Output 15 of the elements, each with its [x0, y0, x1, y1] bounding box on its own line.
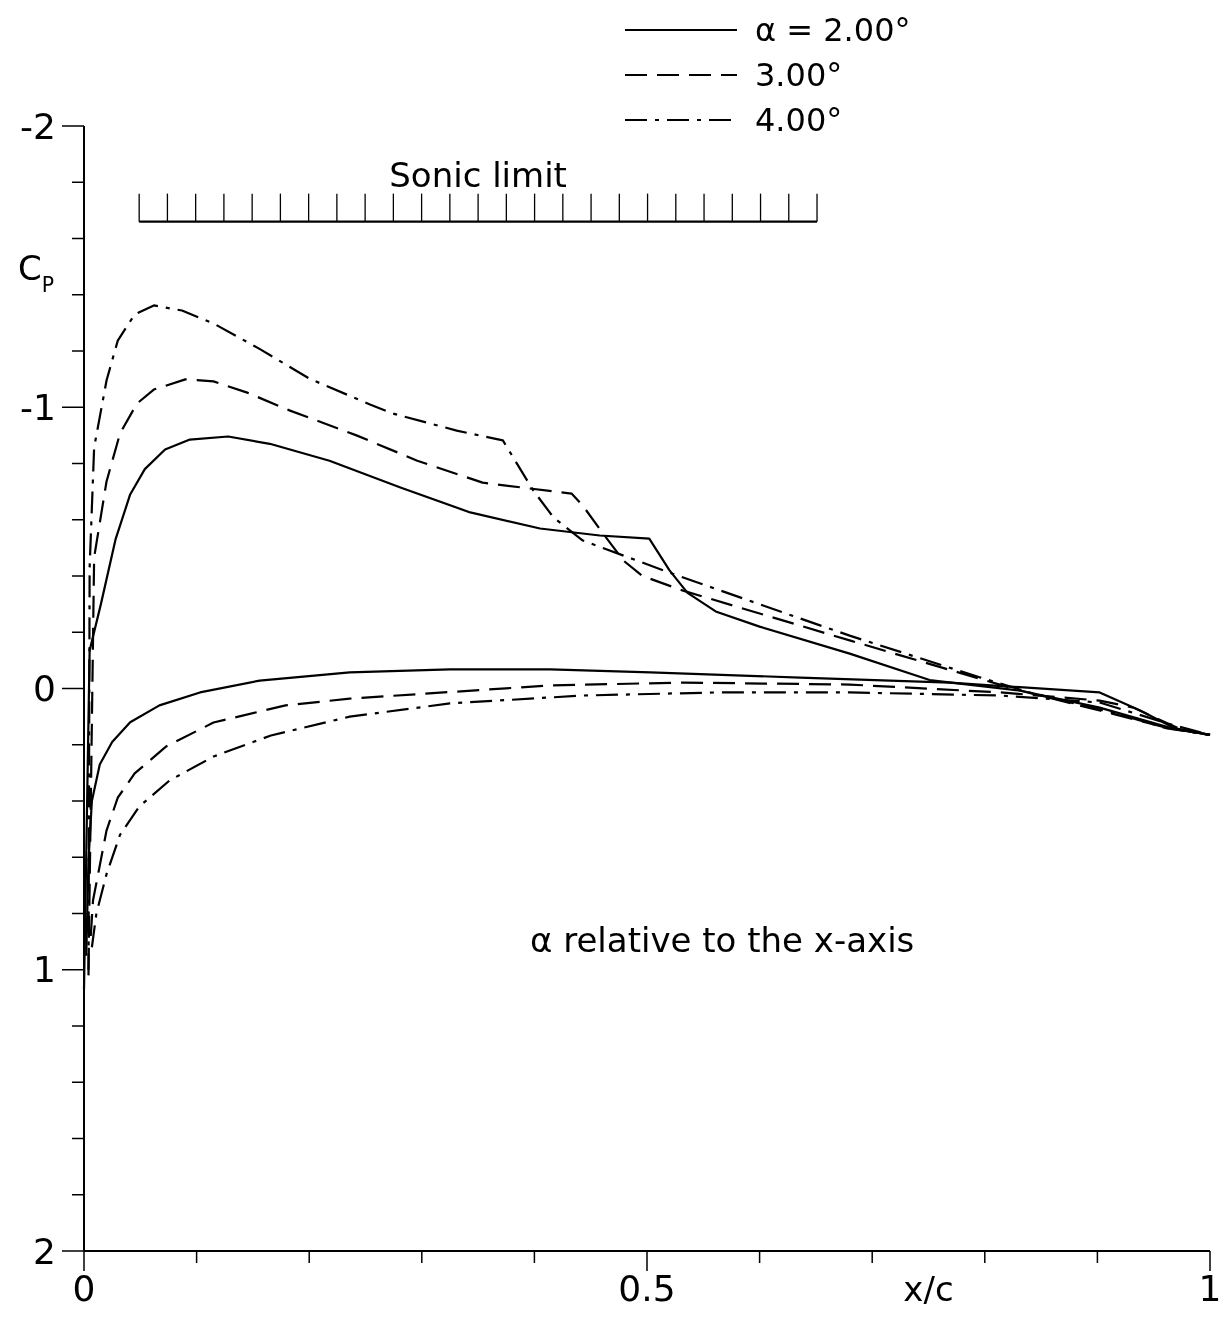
y-tick-label: 2 [33, 1230, 56, 1272]
y-tick-label: 1 [33, 949, 56, 991]
x-axis-title: x/c [903, 1269, 954, 1309]
x-tick-label: 0 [72, 1268, 96, 1309]
x-tick-label: 0.5 [618, 1268, 676, 1309]
legend-label: 4.00° [755, 101, 843, 140]
legend-label: α = 2.00° [755, 11, 911, 50]
annotation: α relative to the x-axis [530, 920, 915, 960]
y-axis-title: C$_{P}$ [18, 248, 55, 297]
y-tick-label: -1 [20, 386, 56, 428]
x-tick-label: 1 [1198, 1268, 1222, 1309]
y-tick-label: -2 [20, 105, 56, 147]
legend-label: 3.00° [755, 56, 843, 95]
y-tick-label: 0 [33, 668, 56, 710]
series-label: Sonic limit [389, 154, 567, 195]
